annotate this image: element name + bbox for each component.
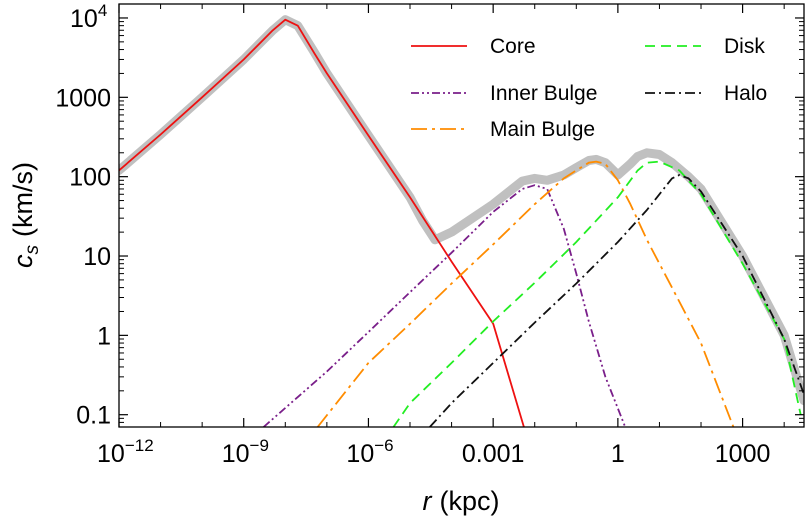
y-tick-label-base: 1000	[55, 84, 111, 112]
y-tick-label: 10	[83, 243, 111, 271]
series-line-halo	[429, 174, 804, 427]
x-axis-var: r	[423, 486, 433, 516]
x-tick-label: 10−9	[222, 436, 269, 468]
legend-label: Inner Bulge	[490, 82, 597, 105]
y-axis-var: c	[8, 254, 38, 268]
y-tick-label: 0.1	[76, 402, 111, 430]
x-tick-label-base: 1000	[715, 440, 771, 468]
legend-label: Core	[490, 35, 536, 58]
legend-label: Main Bulge	[490, 118, 595, 141]
x-tick-label: 10−12	[97, 436, 154, 468]
x-tick-label-base: 0.001	[462, 440, 525, 468]
x-tick-label-base: 10	[97, 440, 125, 468]
series-line-main-bulge	[316, 160, 735, 427]
x-tick-label-exponent: −12	[125, 436, 154, 455]
legend-item-disk: Disk	[645, 35, 765, 58]
y-tick-label-base: 10	[70, 5, 98, 33]
y-tick-label-exponent: 4	[98, 1, 107, 20]
x-tick-label: 10−6	[346, 436, 393, 468]
legend-item-main-bulge: Main Bulge	[411, 118, 595, 141]
legend-item-inner-bulge: Inner Bulge	[411, 82, 597, 105]
legend-label: Disk	[724, 35, 765, 58]
series-layer	[119, 15, 804, 427]
y-tick-label-base: 0.1	[76, 402, 111, 430]
x-tick-label-base: 1	[611, 440, 625, 468]
legend-label: Halo	[724, 82, 767, 105]
x-axis-unit: (kpc)	[440, 486, 500, 516]
y-axis-sub: s	[22, 244, 43, 254]
x-tick-label-base: 10	[346, 440, 374, 468]
y-tick-label: 1000	[55, 84, 111, 112]
y-tick-label-base: 100	[69, 164, 111, 192]
x-tick-label: 1000	[715, 440, 771, 468]
legend-item-halo: Halo	[645, 82, 767, 105]
y-axis-title: cs (km/s)	[8, 162, 43, 268]
y-tick-label: 100	[69, 164, 111, 192]
y-tick-label-base: 1	[97, 322, 111, 350]
x-tick-label-exponent: −9	[250, 436, 269, 455]
plot-frame	[118, 3, 805, 428]
series-line-inner-bulge	[263, 184, 627, 427]
y-axis-unit: (km/s)	[8, 162, 38, 237]
series-line-total	[119, 15, 804, 406]
y-tick-label: 1	[97, 322, 111, 350]
y-tick-label: 104	[70, 1, 107, 33]
ticks-layer	[118, 4, 804, 428]
series-line-disk	[392, 160, 802, 427]
x-tick-label: 0.001	[462, 440, 525, 468]
x-axis-title: r (kpc)	[423, 486, 500, 516]
legend-item-core: Core	[411, 35, 536, 58]
series-line-core	[119, 18, 525, 427]
y-tick-label-base: 10	[83, 243, 111, 271]
x-tick-label: 1	[611, 440, 625, 468]
x-tick-label-base: 10	[222, 440, 250, 468]
x-tick-label-exponent: −6	[374, 436, 393, 455]
legend: Core Disk Inner Bulge Halo Main Bulge	[411, 35, 767, 141]
